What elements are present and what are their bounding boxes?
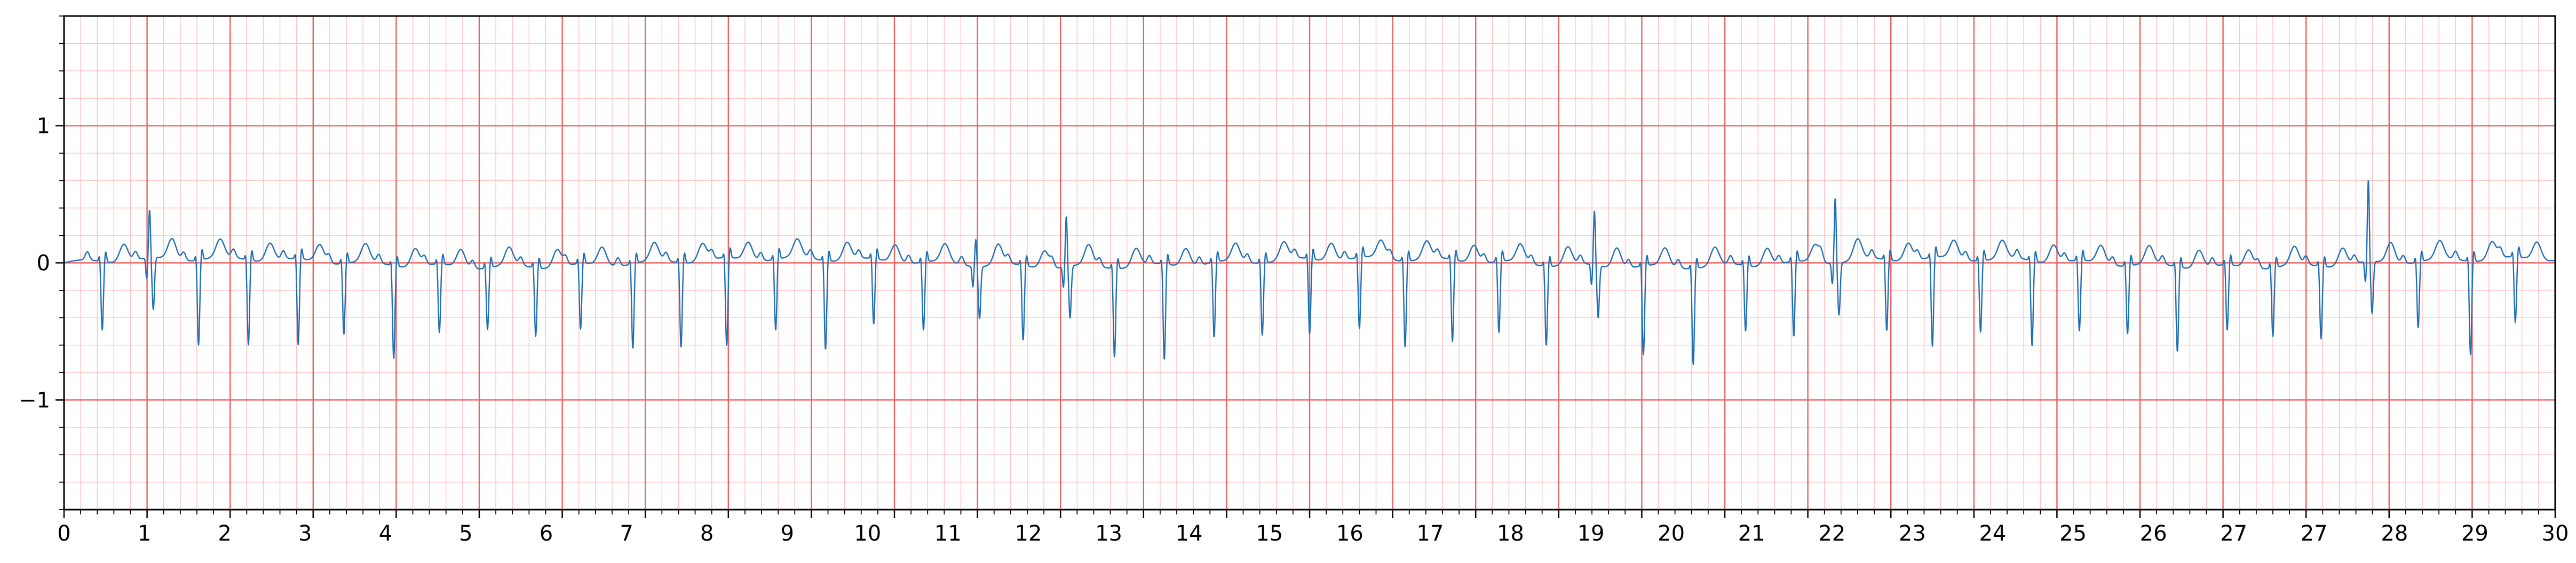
x-tick-label: 9: [780, 521, 794, 546]
x-tick-label: 20: [1658, 521, 1685, 546]
x-tick-label: 19: [1578, 521, 1605, 546]
x-tick-label: 14: [1176, 521, 1203, 546]
x-tick-label: 30: [2542, 521, 2569, 546]
x-tick-label: 22: [1818, 521, 1845, 546]
x-tick-label: 27: [2220, 521, 2247, 546]
x-tick-label: 15: [1256, 521, 1283, 546]
x-tick-label: 6: [540, 521, 553, 546]
ecg-trace: [64, 180, 2556, 366]
x-tick-label: 12: [1015, 521, 1042, 546]
x-tick-label: 24: [1979, 521, 2006, 546]
x-tick-label: 26: [2140, 521, 2167, 546]
y-axis: 1 0 −1: [19, 15, 64, 510]
x-tick-label: 8: [700, 521, 714, 546]
x-tick-label: 11: [934, 521, 962, 546]
x-tick-label: 10: [854, 521, 881, 546]
x-tick-label: 0: [57, 521, 70, 546]
x-tick-label: 23: [1899, 521, 1926, 546]
y-tick-label: 1: [37, 114, 50, 139]
x-tick-label: 16: [1336, 521, 1364, 546]
x-axis: 0 1 2 3 4 5 6 7 8 9 10 11 12 13 14 15 16 17 18 19 20 21 22 23 24…: [57, 510, 2569, 546]
x-tick-label: 17: [1416, 521, 1444, 546]
x-tick-label: 2: [218, 521, 231, 546]
x-tick-label: 13: [1095, 521, 1122, 546]
x-tick-label: 21: [1738, 521, 1765, 546]
x-tick-label: 7: [620, 521, 633, 546]
x-tick-label: 4: [379, 521, 392, 546]
x-tick-label: 29: [2461, 521, 2488, 546]
x-tick-label: 27: [2301, 521, 2328, 546]
x-tick-label: 5: [459, 521, 472, 546]
ecg-trace-layer: [64, 180, 2556, 366]
y-tick-label: 0: [37, 251, 50, 276]
x-tick-label: 3: [298, 521, 312, 546]
x-tick-label: 28: [2381, 521, 2408, 546]
x-tick-label: 18: [1497, 521, 1524, 546]
x-tick-label: 1: [138, 521, 151, 546]
y-tick-label: −1: [19, 388, 50, 413]
x-tick-label: 25: [2059, 521, 2087, 546]
